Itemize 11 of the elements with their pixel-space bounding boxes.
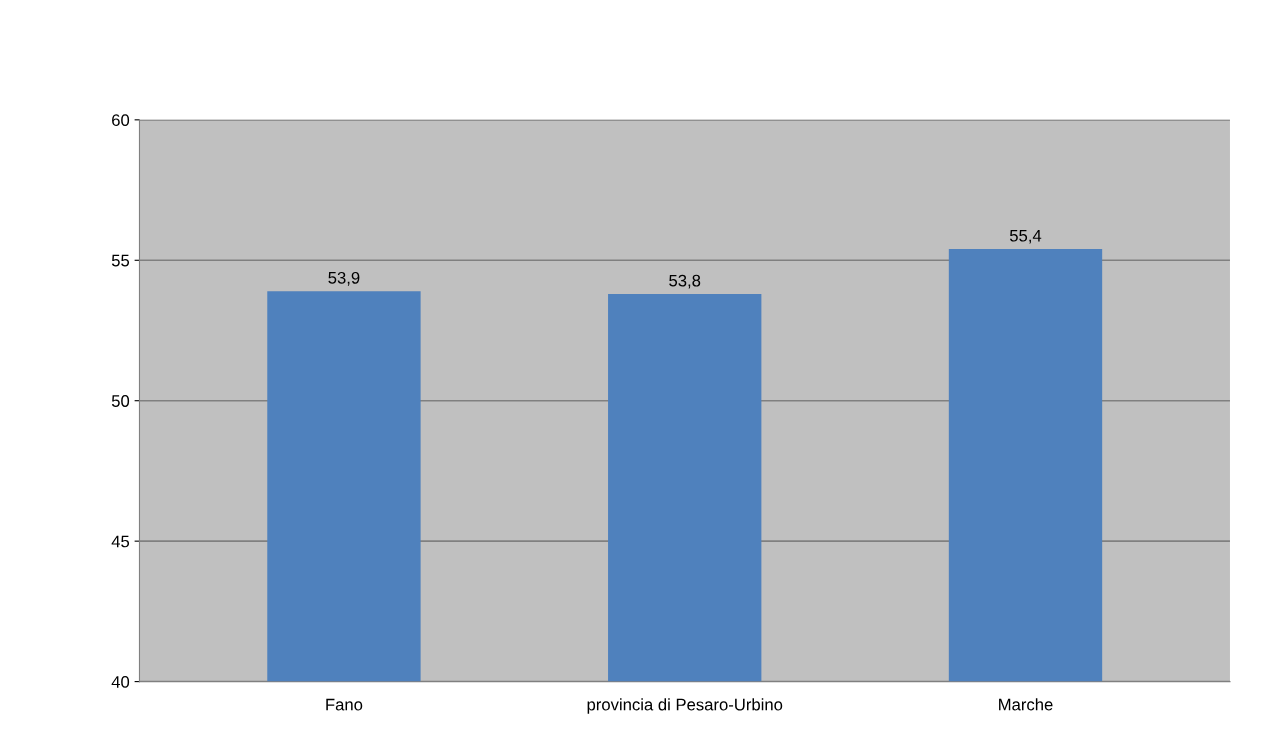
y-tick-label: 45	[111, 535, 130, 548]
y-tick-label: 40	[111, 675, 130, 688]
y-tick-label: 50	[111, 395, 130, 407]
data-label: 53,9	[328, 271, 360, 286]
x-tick-label: Marche	[999, 698, 1053, 711]
y-tick-label: 55	[111, 254, 130, 267]
x-tick-label: Fano	[326, 698, 363, 711]
data-label: 53,8	[669, 274, 701, 289]
data-label: 55,4	[1009, 229, 1042, 244]
y-tick-label: 60	[112, 114, 130, 127]
x-tick-label: provincia di Pesaro-Urbino	[587, 698, 783, 714]
